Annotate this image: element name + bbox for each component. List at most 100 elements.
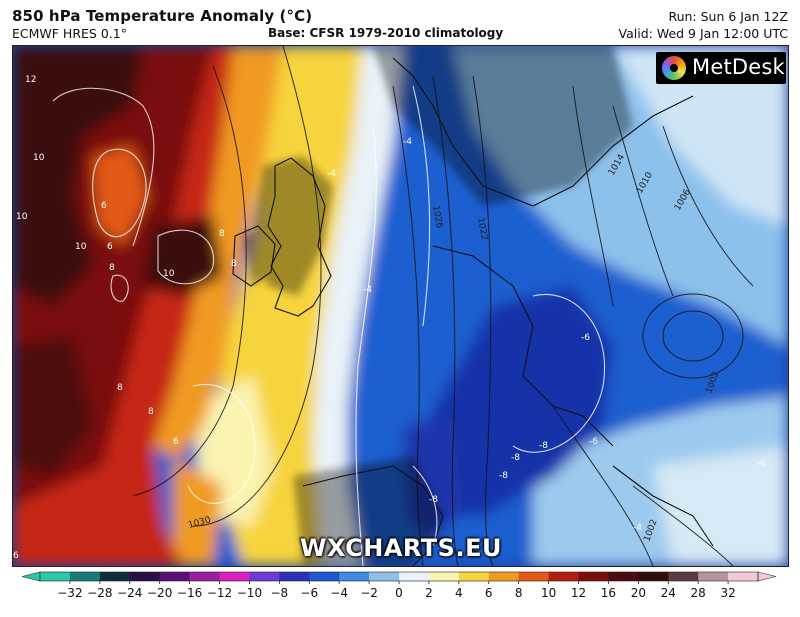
temp-label: -8 [539, 441, 548, 451]
temp-label: -4 [327, 169, 336, 179]
colorbar-segment [668, 572, 699, 581]
colorbar-segment [638, 572, 669, 581]
colorbar-segment [698, 572, 729, 581]
pale-region-se [653, 446, 788, 566]
colorbar-tick-label: −28 [87, 586, 112, 600]
isobars [132, 46, 754, 566]
colorbar-segments [21, 571, 777, 582]
colorbar-segment [548, 572, 579, 581]
colorbar-segment [159, 572, 191, 581]
colorbar-segment [399, 572, 430, 581]
wxcharts-watermark: WXCHARTS.EU [300, 534, 502, 562]
temp-label: -8 [511, 453, 520, 463]
temp-label: -8 [499, 471, 508, 481]
colorbar-segment [99, 572, 131, 581]
colorbar-segment [279, 572, 310, 581]
temp-label: 6 [173, 437, 179, 447]
temp-label: -6 [581, 333, 590, 343]
colorbar-tick-label: 16 [601, 586, 616, 600]
colorbar-segment [69, 572, 101, 581]
colorbar-tick-label: 32 [720, 586, 735, 600]
colorbar-segment [458, 572, 490, 581]
colorbar-tick-label: −8 [270, 586, 288, 600]
colorbar-ticks: −32 −28 −24 −20 −16 −12 −10 −8 −6 −4 −2 0 2 4 6 8 10 12 16… [57, 581, 736, 600]
colorbar-tick-label: −16 [177, 586, 202, 600]
colorbar-segment [428, 572, 460, 581]
pale-region-ne [613, 46, 788, 226]
colorbar-segment [249, 572, 280, 581]
colorbar-tick-label: −2 [360, 586, 378, 600]
temp-label: 6 [13, 551, 19, 561]
colorbar-segment [40, 572, 71, 581]
temp-label: -4 [403, 137, 412, 147]
temp-label: 12 [25, 75, 36, 85]
colorbar-svg: −32 −28 −24 −20 −16 −12 −10 −8 −6 −4 −2 0 2 4 6 8 10 12 16… [21, 571, 777, 600]
colorbar-tick-label: 20 [631, 586, 646, 600]
model-name: ECMWF HRES 0.1° [12, 26, 127, 41]
climatology-base: Base: CFSR 1979-2010 climatology [268, 26, 504, 40]
temp-label: -6 [589, 437, 598, 447]
temp-label: 8 [219, 229, 225, 239]
colorbar-tick-label: 8 [515, 586, 523, 600]
warm-hole [93, 146, 148, 246]
temperature-contours [52, 85, 605, 566]
anomaly-map: 12 10 10 6 6 8 8 8 10 10 8 8 6 -4 -4 -4 … [12, 45, 789, 567]
chart-title: 850 hPa Temperature Anomaly (°C) [12, 7, 313, 25]
temp-label: 10 [16, 212, 28, 222]
colorbar-tick-label: 2 [425, 586, 433, 600]
extreme-warm-core-sw [13, 336, 93, 476]
temperature-labels: 12 10 10 6 6 8 8 8 10 10 8 8 6 -4 -4 -4 … [13, 75, 766, 561]
coastlines [232, 57, 714, 566]
pressure-label: 1022 [475, 217, 489, 241]
colorbar-tick-label: −24 [117, 586, 142, 600]
colorbar-segment [339, 572, 370, 581]
colorbar-tick-label: −4 [330, 586, 348, 600]
temp-label: 6 [101, 201, 107, 211]
colorbar-tick-label: −10 [237, 586, 262, 600]
metdesk-logo-text: MetDesk [692, 55, 785, 79]
colorbar-segment [189, 572, 220, 581]
colorbar: −32 −28 −24 −20 −16 −12 −10 −8 −6 −4 −2 0 2 4 6 8 10 12 16… [0, 566, 800, 613]
colorbar-segment [219, 572, 250, 581]
temp-label: -6 [757, 459, 766, 469]
colorbar-tick-label: 4 [455, 586, 463, 600]
colorbar-tick-label: 6 [485, 586, 493, 600]
colorbar-segment [518, 572, 550, 581]
colorbar-max-arrow [757, 571, 777, 582]
colorbar-segment [728, 572, 759, 581]
colorbar-tick-label: −20 [147, 586, 172, 600]
strong-cold-core [413, 286, 613, 516]
colorbar-tick-label: −12 [207, 586, 232, 600]
valid-time: Valid: Wed 9 Jan 12:00 UTC [618, 26, 788, 41]
colorbar-tick-label: −32 [57, 586, 82, 600]
temp-label: 10 [75, 242, 87, 252]
colorbar-min-arrow [21, 571, 41, 582]
temp-label: -8 [429, 495, 438, 505]
colorbar-tick-label: 24 [661, 586, 676, 600]
colorbar-tick-label: 12 [571, 586, 586, 600]
pressure-label: 1026 [430, 205, 444, 230]
map-canvas: 12 10 10 6 6 8 8 8 10 10 8 8 6 -4 -4 -4 … [13, 46, 788, 566]
temp-label: 10 [163, 269, 175, 279]
temp-label: 8 [117, 383, 123, 393]
run-time: Run: Sun 6 Jan 12Z [668, 9, 788, 24]
metdesk-logo: MetDesk [656, 52, 786, 84]
colorbar-tick-label: 0 [395, 586, 403, 600]
colorbar-tick-label: 10 [541, 586, 556, 600]
colorbar-tick-label: −6 [300, 586, 318, 600]
temp-label: -4 [633, 523, 642, 533]
colorbar-tick-label: 28 [691, 586, 706, 600]
colorbar-segment [309, 572, 340, 581]
colorbar-segment [488, 572, 520, 581]
temp-label: 8 [109, 263, 115, 273]
colorbar-segment [608, 572, 639, 581]
temp-label: 8 [231, 259, 237, 269]
temp-label: 6 [107, 242, 113, 252]
colorbar-segment [578, 572, 609, 581]
chart-header: 850 hPa Temperature Anomaly (°C) ECMWF H… [0, 0, 800, 44]
extreme-warm-core-nw [13, 46, 143, 306]
colorbar-segment [129, 572, 161, 581]
metdesk-flower-icon [662, 56, 686, 80]
temp-label: 8 [148, 407, 154, 417]
temp-label: 10 [33, 153, 45, 163]
